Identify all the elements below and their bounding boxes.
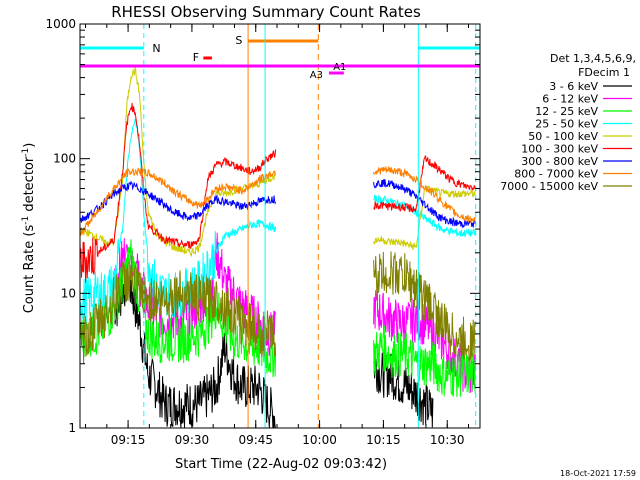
x-tick-label: 10:00 (302, 433, 337, 447)
a3-label: A3 (310, 70, 323, 81)
legend-label: 100 - 300 keV (521, 143, 598, 156)
series-line (373, 155, 476, 213)
x-tick-label: 10:15 (366, 433, 401, 447)
a1-label: A1 (333, 62, 346, 73)
series-line (373, 351, 434, 428)
y-tick-label: 1 (68, 421, 76, 435)
timestamp: 18-Oct-2021 17:59 (560, 469, 636, 478)
x-tick-label: 09:45 (238, 433, 273, 447)
flare-label: F (193, 51, 199, 64)
series-line (79, 102, 277, 283)
attenuator-label: S (235, 34, 242, 47)
x-tick-label: 09:30 (175, 433, 210, 447)
series-line (373, 251, 476, 363)
y-tick-label: 10 (61, 286, 76, 300)
annotation-layer: S N F A1 A3 (79, 24, 480, 428)
legend-label: 800 - 7000 keV (514, 168, 598, 181)
y-tick-label: 1000 (45, 17, 76, 31)
legend-label: 3 - 6 keV (549, 80, 598, 93)
series-line (373, 325, 476, 398)
series-line (79, 167, 277, 236)
chart-title: RHESSI Observing Summary Count Rates (111, 3, 421, 21)
series-line (79, 255, 277, 364)
legend-label: 50 - 100 keV (528, 130, 598, 143)
x-tick-label: 10:30 (430, 433, 465, 447)
legend-label: 12 - 25 keV (535, 105, 598, 118)
series-line (373, 179, 476, 229)
x-axis-label: Start Time (22-Aug-02 09:03:42) (175, 457, 387, 472)
series-layer (79, 67, 476, 429)
plot-frame (79, 23, 481, 429)
axes-layer: 09:15 09:30 09:45 10:00 10:15 10:30 1 10 100 1000 (45, 17, 481, 447)
legend-header-2: FDecim 1 (578, 66, 630, 79)
legend-label: 6 - 12 keV (542, 93, 598, 106)
series-line (373, 165, 476, 224)
legend-header-1: Det 1,3,4,5,6,9, (550, 52, 636, 65)
x-tick-label: 09:15 (111, 433, 146, 447)
series-line (79, 180, 277, 224)
legend-label: 25 - 50 keV (535, 118, 598, 131)
series-line (373, 194, 476, 238)
legend-label: 7000 - 15000 keV (500, 180, 598, 193)
series-line (79, 239, 277, 378)
y-axis-label: Count Rate (s-1 detector-1) (21, 143, 37, 314)
legend-label: 300 - 800 keV (521, 155, 598, 168)
y-tick-label: 100 (53, 152, 76, 166)
night-label: N (152, 42, 160, 55)
